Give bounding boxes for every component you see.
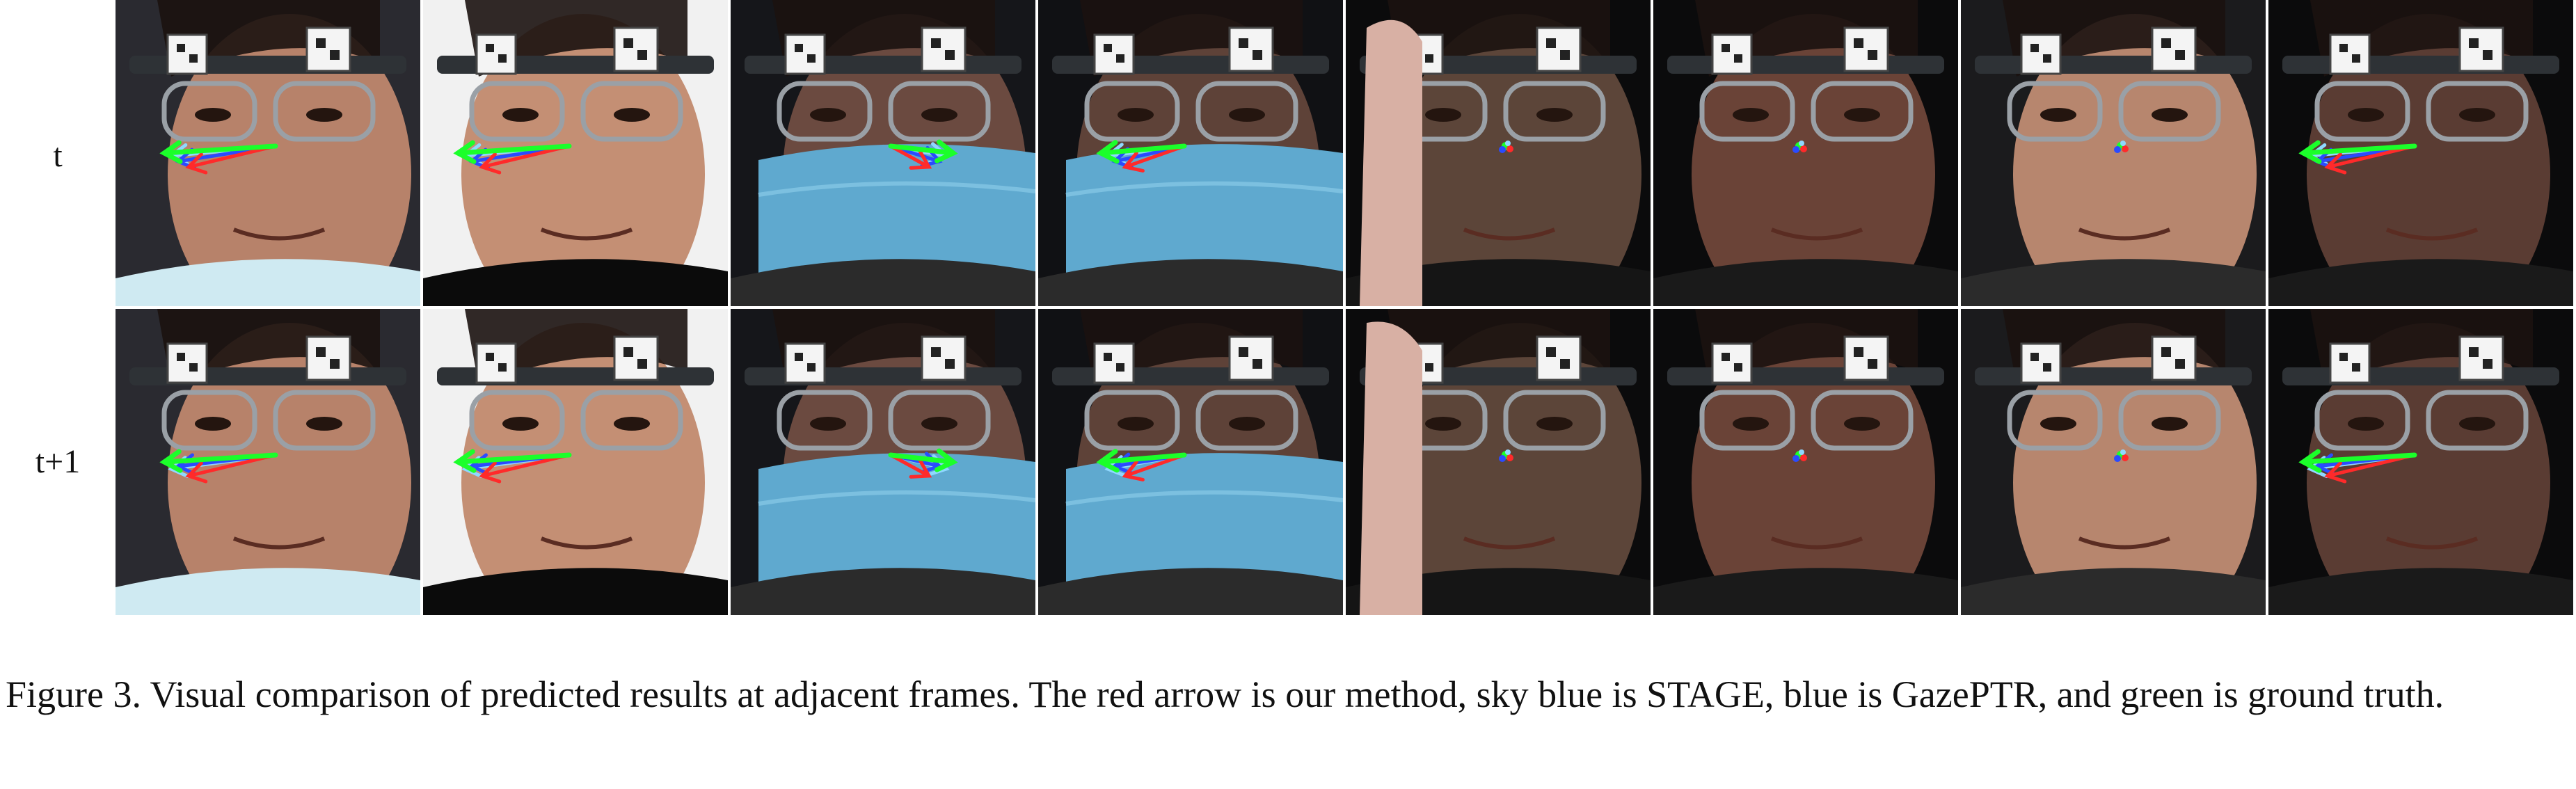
face-image-p4-t — [1653, 0, 1958, 306]
face-image-p5-t1 — [1961, 309, 2266, 615]
face-image-p6-t1 — [2268, 309, 2573, 615]
face-image-p2-front-t1 — [1038, 309, 1343, 615]
face-image-p1-t1 — [116, 309, 420, 615]
face-image-p4-t1 — [1653, 309, 1958, 615]
face-image-p2-t — [731, 0, 1035, 306]
face-image-p1-side-t — [423, 0, 728, 306]
face-image-p3-t — [1346, 0, 1651, 306]
row-label-t: t — [53, 137, 63, 174]
face-image-p3-t1 — [1346, 309, 1651, 615]
face-image-p1-side-t1 — [423, 309, 728, 615]
image-grid — [116, 0, 2576, 616]
face-image-p2-front-t — [1038, 0, 1343, 306]
row-label-t-plus-1: t+1 — [35, 443, 81, 480]
figure-caption: Figure 3. Visual comparison of predicted… — [6, 674, 2444, 715]
face-image-p5-t — [1961, 0, 2266, 306]
face-image-p1-t — [116, 0, 420, 306]
face-image-p6-t — [2268, 0, 2573, 306]
face-image-p2-t1 — [731, 309, 1035, 615]
